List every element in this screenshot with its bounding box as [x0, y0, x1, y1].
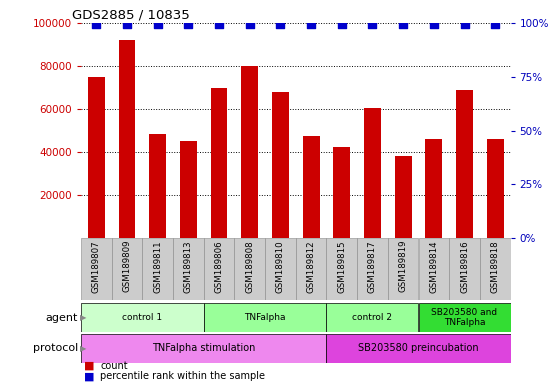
Point: [307, 21, 316, 27]
Point: [245, 21, 254, 27]
Text: TNFalpha: TNFalpha: [244, 313, 286, 322]
Bar: [296, 238, 326, 300]
Text: GSM189813: GSM189813: [184, 240, 193, 293]
Text: ■: ■: [84, 361, 94, 371]
Bar: [180, 141, 197, 238]
Text: TNFalpha stimulation: TNFalpha stimulation: [152, 343, 256, 354]
Bar: [81, 334, 326, 363]
Point: [276, 21, 285, 27]
Bar: [480, 238, 511, 300]
Text: control 2: control 2: [353, 313, 392, 322]
Bar: [81, 238, 112, 300]
Text: GSM189817: GSM189817: [368, 240, 377, 293]
Bar: [326, 238, 357, 300]
Bar: [149, 134, 166, 238]
Text: GSM189816: GSM189816: [460, 240, 469, 293]
Text: ■: ■: [84, 371, 94, 381]
Bar: [302, 136, 320, 238]
Bar: [204, 238, 234, 300]
Text: agent: agent: [46, 313, 78, 323]
Text: GSM189815: GSM189815: [337, 240, 347, 293]
Text: GSM189819: GSM189819: [398, 240, 408, 293]
Bar: [487, 139, 504, 238]
Point: [460, 21, 469, 27]
Bar: [81, 303, 204, 332]
Bar: [418, 238, 449, 300]
Text: GSM189812: GSM189812: [306, 240, 316, 293]
Bar: [326, 334, 511, 363]
Bar: [88, 77, 105, 238]
Text: GSM189811: GSM189811: [153, 240, 162, 293]
Point: [368, 21, 377, 27]
Text: SB203580 and
TNFalpha: SB203580 and TNFalpha: [431, 308, 498, 328]
Point: [491, 21, 500, 27]
Bar: [241, 66, 258, 238]
Bar: [265, 238, 296, 300]
Text: GSM189814: GSM189814: [429, 240, 439, 293]
Bar: [112, 238, 142, 300]
Bar: [326, 303, 418, 332]
Point: [398, 21, 407, 27]
Text: GSM189810: GSM189810: [276, 240, 285, 293]
Text: GSM189818: GSM189818: [490, 240, 500, 293]
Bar: [118, 40, 136, 238]
Bar: [204, 303, 326, 332]
Text: protocol: protocol: [33, 343, 78, 354]
Bar: [142, 238, 173, 300]
Bar: [449, 238, 480, 300]
Text: ▶: ▶: [80, 313, 87, 322]
Bar: [364, 108, 381, 238]
Bar: [173, 238, 204, 300]
Point: [122, 21, 132, 27]
Text: GSM189806: GSM189806: [214, 240, 224, 293]
Point: [337, 21, 346, 27]
Text: control 1: control 1: [122, 313, 162, 322]
Text: GSM189808: GSM189808: [245, 240, 254, 293]
Point: [92, 21, 100, 27]
Bar: [234, 238, 265, 300]
Text: GSM189807: GSM189807: [92, 240, 101, 293]
Bar: [418, 303, 511, 332]
Point: [153, 21, 162, 27]
Bar: [456, 90, 473, 238]
Bar: [357, 238, 388, 300]
Bar: [425, 139, 442, 238]
Bar: [272, 92, 289, 238]
Text: GSM189809: GSM189809: [122, 240, 132, 293]
Bar: [210, 88, 228, 238]
Point: [214, 21, 223, 27]
Text: percentile rank within the sample: percentile rank within the sample: [100, 371, 266, 381]
Text: SB203580 preincubation: SB203580 preincubation: [358, 343, 479, 354]
Text: count: count: [100, 361, 128, 371]
Point: [430, 21, 439, 27]
Text: GDS2885 / 10835: GDS2885 / 10835: [73, 9, 190, 22]
Bar: [395, 156, 412, 238]
Point: [184, 21, 193, 27]
Text: ▶: ▶: [80, 344, 87, 353]
Bar: [388, 238, 418, 300]
Bar: [333, 147, 350, 238]
